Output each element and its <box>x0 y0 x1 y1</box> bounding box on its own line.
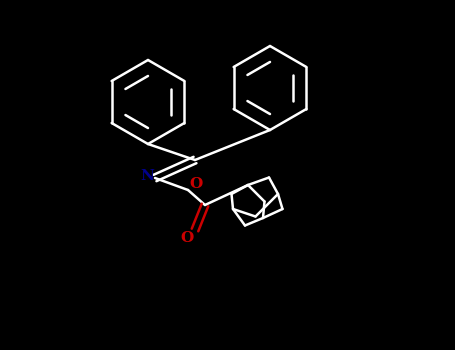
Text: O: O <box>189 177 202 191</box>
Text: N: N <box>140 169 154 183</box>
Text: O: O <box>180 231 194 245</box>
